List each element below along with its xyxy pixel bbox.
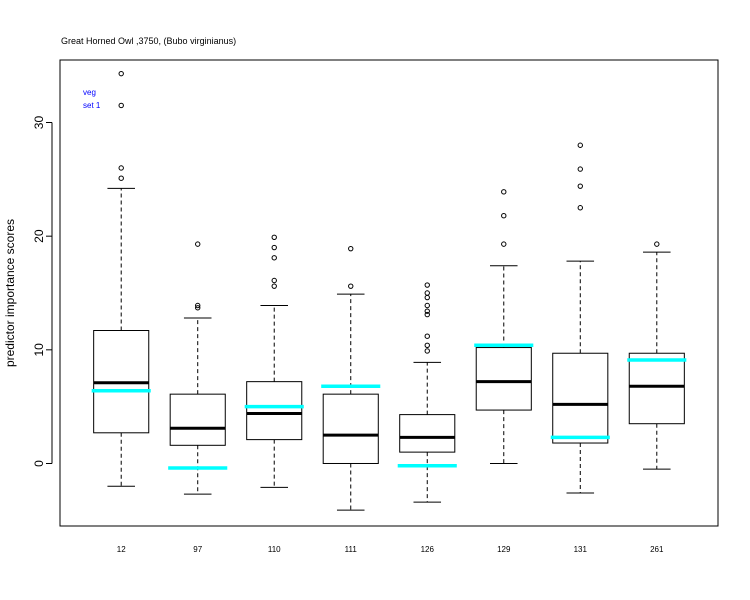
x-tick-label: 97	[193, 545, 202, 554]
outlier-point	[577, 183, 583, 189]
box-group-12	[91, 70, 151, 487]
x-tick-label: 261	[650, 545, 664, 554]
x-tick-label: 126	[421, 545, 435, 554]
iqr-box	[169, 393, 226, 446]
box-group-97	[168, 241, 228, 495]
outlier-point	[424, 282, 430, 288]
outlier-point	[654, 241, 660, 247]
outlier-point	[195, 241, 201, 247]
outlier-point	[501, 189, 507, 195]
outlier-point	[118, 70, 124, 77]
outlier-point	[348, 283, 354, 289]
iqr-box	[246, 381, 303, 441]
x-tick-label: 131	[574, 545, 588, 554]
x-axis: 12 97 110 111 126 129 131 261	[117, 545, 664, 554]
iqr-box	[552, 352, 609, 444]
box-group-129	[474, 189, 534, 464]
outlier-point	[271, 234, 277, 241]
outlier-point	[195, 302, 201, 309]
box-group-111	[321, 245, 381, 511]
outlier-point	[424, 348, 430, 354]
outlier-point	[501, 213, 507, 219]
x-tick-label: 110	[268, 545, 281, 554]
y-tick-label: 30	[32, 116, 46, 130]
outlier-point	[424, 342, 430, 348]
y-tick-label: 10	[32, 343, 46, 357]
x-tick-label: 12	[117, 545, 126, 554]
outlier-point	[195, 305, 201, 311]
box-group-261	[627, 241, 687, 470]
outlier-point	[271, 244, 277, 251]
outlier-point	[271, 255, 277, 261]
iqr-box	[628, 352, 685, 425]
y-tick-label: 20	[32, 229, 46, 243]
legend: veg set 1	[83, 86, 100, 112]
outlier-point	[424, 311, 430, 318]
outlier-point	[577, 205, 583, 211]
box-group-126	[397, 282, 457, 503]
outlier-point	[118, 175, 124, 181]
outlier-point	[118, 102, 124, 109]
outlier-point	[501, 241, 507, 247]
outlier-point	[348, 245, 354, 252]
outlier-point	[577, 142, 583, 148]
plot-frame	[59, 59, 719, 527]
outlier-point	[577, 166, 583, 172]
y-axis: 0 10 20 30	[32, 116, 53, 467]
boxes	[91, 70, 687, 511]
outlier-point	[271, 277, 277, 284]
outlier-point	[118, 165, 124, 171]
legend-line-2: set 1	[83, 101, 101, 110]
y-tick-label: 0	[32, 460, 46, 467]
iqr-box	[475, 347, 532, 411]
box-group-131	[550, 142, 610, 494]
chart-title: Great Horned Owl ,3750, (Bubo virginianu…	[61, 36, 237, 46]
legend-line-1: veg	[83, 88, 96, 97]
x-tick-label: 111	[345, 545, 358, 554]
outlier-point	[424, 290, 430, 296]
iqr-box	[322, 393, 379, 464]
outlier-point	[424, 333, 430, 339]
outlier-point	[424, 294, 430, 301]
x-tick-label: 129	[497, 545, 511, 554]
outlier-point	[271, 283, 277, 289]
outlier-point	[424, 302, 430, 309]
iqr-box	[399, 414, 456, 453]
box-group-110	[244, 234, 304, 488]
outlier-point	[424, 308, 430, 314]
